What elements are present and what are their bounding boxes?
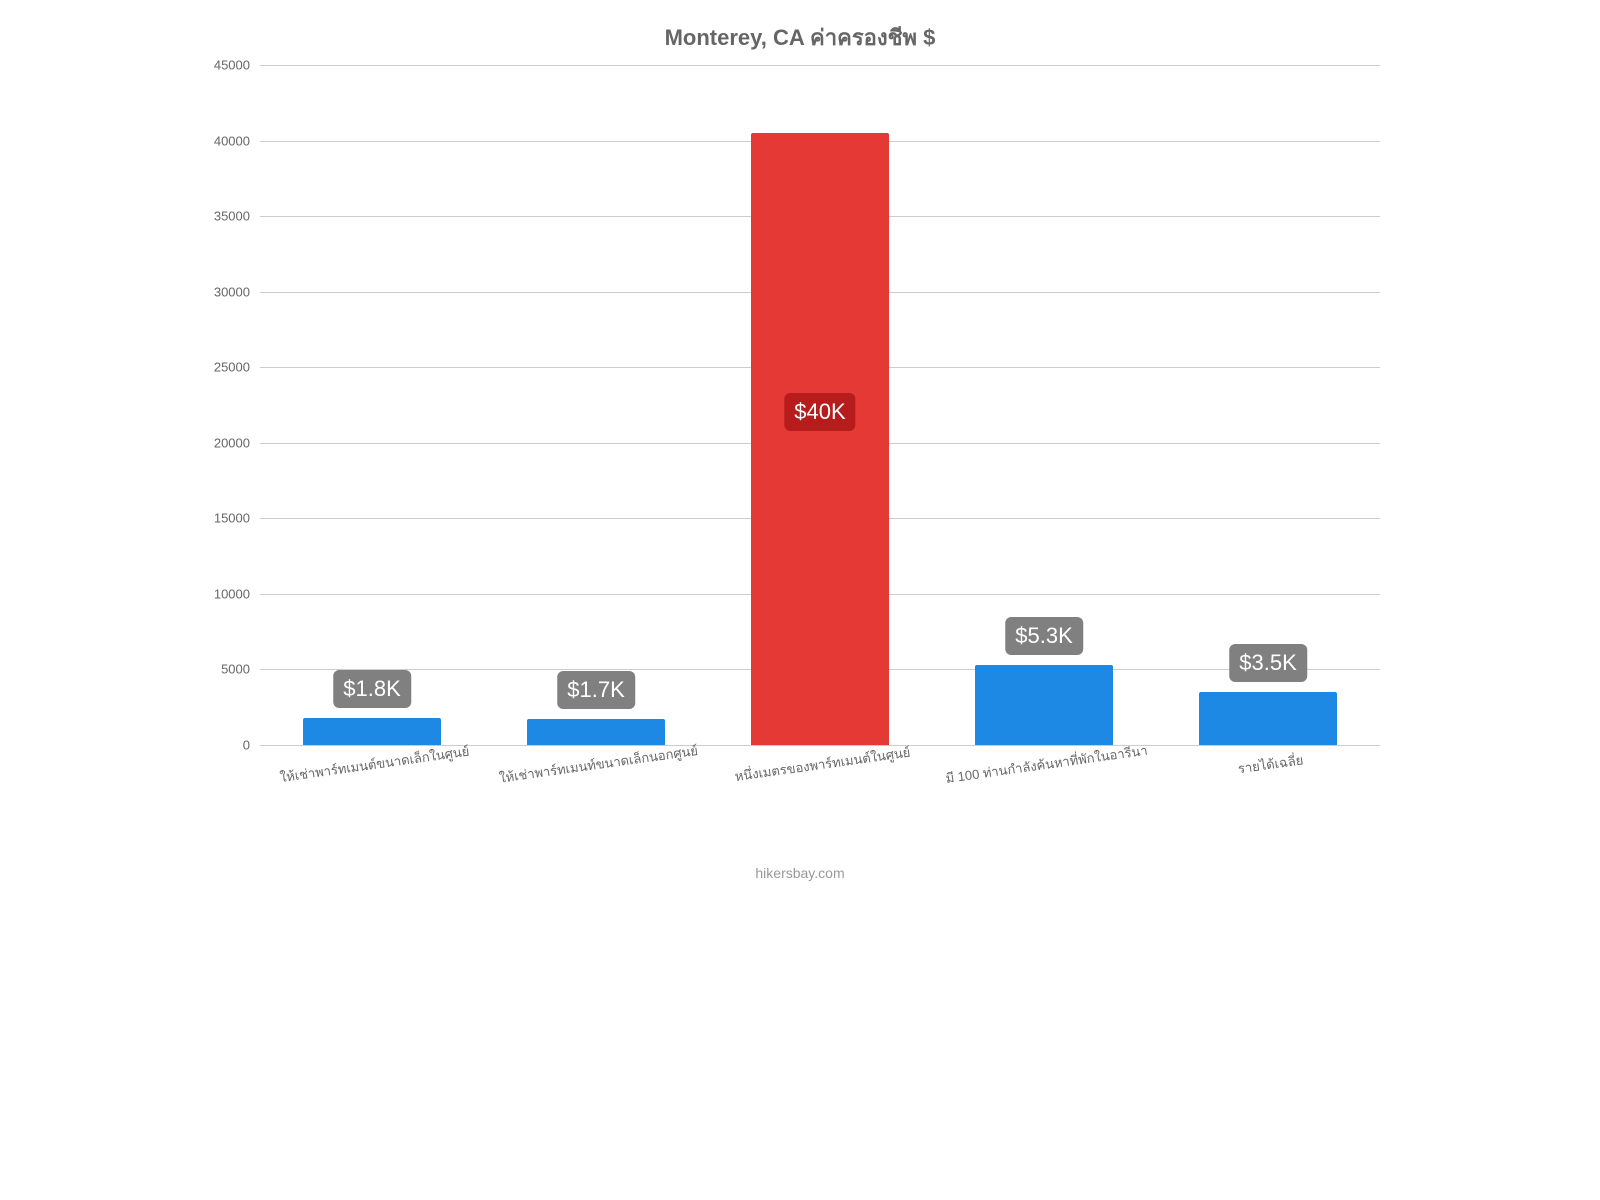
footer-credit: hikersbay.com (200, 865, 1400, 881)
y-tick-label: 0 (200, 738, 250, 753)
value-badge: $1.8K (333, 670, 411, 708)
value-badge: $3.5K (1229, 644, 1307, 682)
plot-area: 0500010000150002000025000300003500040000… (260, 65, 1380, 745)
y-tick-label: 25000 (200, 360, 250, 375)
y-tick-label: 35000 (200, 209, 250, 224)
bar: $40K (751, 133, 890, 745)
y-tick-label: 20000 (200, 435, 250, 450)
bars-group: $1.8K $1.7K $40K $5.3K $3.5K (260, 65, 1380, 745)
y-tick-label: 30000 (200, 284, 250, 299)
y-tick-label: 10000 (200, 586, 250, 601)
y-tick-label: 40000 (200, 133, 250, 148)
chart-container: Monterey, CA ค่าครองชีพ $ 05000100001500… (160, 0, 1440, 900)
bar-slot: $1.7K (484, 65, 708, 745)
value-badge: $1.7K (557, 671, 635, 709)
bar-slot: $5.3K (932, 65, 1156, 745)
y-tick-label: 5000 (200, 662, 250, 677)
bar-slot: $3.5K (1156, 65, 1380, 745)
chart-title: Monterey, CA ค่าครองชีพ $ (200, 20, 1400, 55)
value-badge: $5.3K (1005, 617, 1083, 655)
bar-slot: $1.8K (260, 65, 484, 745)
bar: $5.3K (975, 665, 1114, 745)
y-tick-label: 15000 (200, 511, 250, 526)
x-axis: ให้เช่าพาร์ทเมนต์ขนาดเล็กในศูนย์ให้เช่าพ… (260, 745, 1380, 775)
value-badge: $40K (784, 393, 855, 431)
bar: $3.5K (1199, 692, 1338, 745)
bar-slot: $40K (708, 65, 932, 745)
y-tick-label: 45000 (200, 58, 250, 73)
